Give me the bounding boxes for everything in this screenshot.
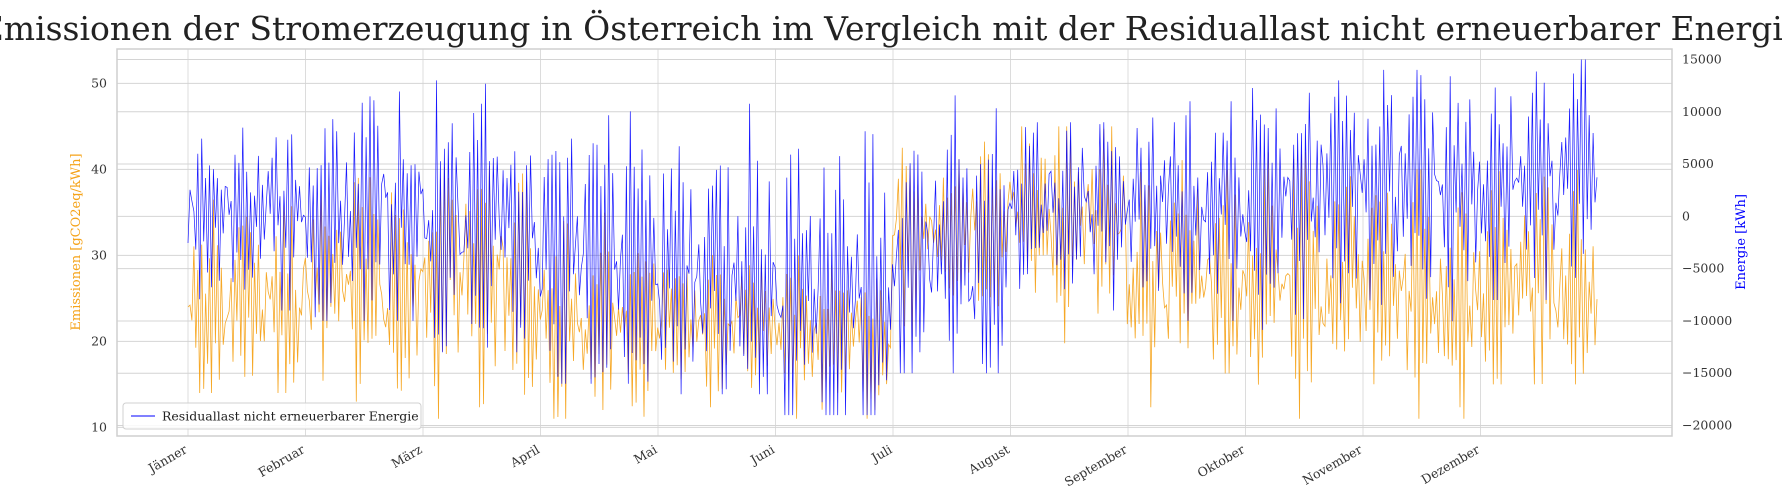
left-tick-label: 20 bbox=[91, 333, 107, 348]
right-tick-label: −10000 bbox=[1682, 313, 1732, 328]
right-tick-label: 0 bbox=[1682, 208, 1690, 223]
right-axis-label: Energie [kWh] bbox=[1734, 194, 1749, 290]
right-tick-label: −20000 bbox=[1682, 418, 1732, 433]
x-tick-label: August bbox=[965, 442, 1012, 478]
right-tick-label: 5000 bbox=[1682, 156, 1714, 171]
grid bbox=[117, 49, 1672, 436]
plot-frame bbox=[116, 48, 1673, 437]
left-axis-label: Emissionen [gCO2eq/kWh] bbox=[69, 153, 84, 330]
legend: Residuallast nicht erneuerbarer Energie bbox=[122, 402, 422, 430]
x-tick-label: September bbox=[1062, 442, 1130, 490]
right-tick-label: −5000 bbox=[1682, 261, 1724, 276]
right-axis-ticks: −20000 −15000 −10000 −5000 0 5000 10000 15000 bbox=[1682, 51, 1732, 432]
x-tick-label: Juli bbox=[867, 442, 894, 467]
x-tick-label: April bbox=[507, 442, 542, 471]
legend-box bbox=[122, 402, 422, 430]
chart-title: Emissionen der Stromerzeugung in Österre… bbox=[0, 8, 1782, 48]
emissions-series bbox=[187, 126, 1598, 419]
x-tick-label: Mai bbox=[631, 442, 660, 467]
x-tick-label: Jänner bbox=[144, 442, 190, 477]
x-tick-label: November bbox=[1300, 442, 1365, 488]
x-tick-label: Juni bbox=[746, 442, 777, 469]
left-tick-label: 10 bbox=[91, 419, 107, 434]
right-tick-label: −15000 bbox=[1682, 365, 1732, 380]
residual-load-line bbox=[187, 59, 1598, 416]
x-axis-ticks: Jänner Februar März April Mai Juni Juli August S… bbox=[144, 441, 1482, 489]
emissions-line bbox=[187, 126, 1598, 419]
x-tick-label: Dezember bbox=[1419, 442, 1482, 487]
left-tick-label: 40 bbox=[91, 161, 107, 176]
left-axis-ticks: 10 20 30 40 50 bbox=[91, 75, 107, 434]
x-tick-label: Oktober bbox=[1195, 442, 1247, 481]
x-tick-label: Februar bbox=[255, 442, 307, 480]
legend-entry: Residuallast nicht erneuerbarer Energie bbox=[162, 409, 419, 424]
left-tick-label: 30 bbox=[91, 247, 107, 262]
right-tick-label: 10000 bbox=[1682, 104, 1722, 119]
left-tick-label: 50 bbox=[91, 75, 107, 90]
x-tick-label: März bbox=[389, 441, 425, 471]
right-tick-label: 15000 bbox=[1682, 51, 1722, 66]
residual-load-series bbox=[187, 59, 1598, 416]
